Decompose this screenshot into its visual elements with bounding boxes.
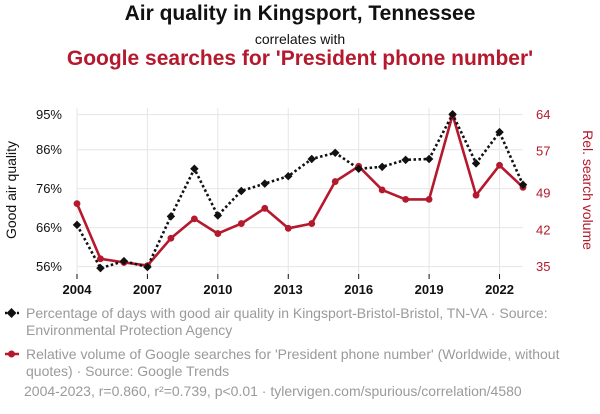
series-line-search-volume xyxy=(75,113,524,267)
legend-swatch-red-circle xyxy=(5,350,19,358)
y-axis-left-label: Good air quality xyxy=(3,141,19,239)
y-right-tick-label: 57 xyxy=(536,144,550,159)
point-search-volume xyxy=(73,200,81,208)
point-search-volume xyxy=(378,186,386,194)
point-air-quality xyxy=(377,162,387,172)
point-search-volume xyxy=(190,215,198,223)
y-left-tick-label: 56% xyxy=(36,259,62,274)
x-tick-label: 2010 xyxy=(203,282,232,297)
point-air-quality xyxy=(284,171,293,181)
series-points xyxy=(72,109,528,273)
point-air-quality xyxy=(190,164,199,174)
y-left-tick-label: 95% xyxy=(36,107,62,122)
dual-axis-line-chart: 2004 2007 2010 2013 2016 2019 2022 56% 66% 76% 86… xyxy=(3,107,596,297)
chart-subtitle: correlates with xyxy=(254,31,346,47)
x-tick-label: 2019 xyxy=(415,282,444,297)
y-left-tick-label: 86% xyxy=(36,142,62,157)
point-air-quality xyxy=(330,148,340,158)
legend-item-air-quality: Percentage of days with good air quality… xyxy=(4,305,586,339)
y-right-tick-label: 49 xyxy=(536,186,550,201)
y-axis-right-ticks: 35 42 49 57 64 xyxy=(536,107,550,274)
point-air-quality xyxy=(307,154,316,164)
point-search-volume xyxy=(496,161,503,169)
legend-label-air-quality: Percentage of days with good air quality… xyxy=(26,305,548,338)
point-search-volume xyxy=(402,196,410,203)
x-axis-ticks: 2004 2007 2010 2013 2016 2019 2022 xyxy=(63,274,514,297)
point-search-volume xyxy=(261,204,269,212)
point-air-quality xyxy=(96,263,105,273)
point-air-quality xyxy=(354,164,363,174)
point-air-quality xyxy=(260,179,270,188)
series-line-air-quality xyxy=(75,112,525,270)
point-air-quality xyxy=(143,262,152,272)
point-air-quality xyxy=(119,256,129,266)
y-left-tick-label: 76% xyxy=(36,181,62,196)
point-search-volume xyxy=(284,224,292,232)
x-tick-label: 2016 xyxy=(344,282,373,297)
point-search-volume xyxy=(97,255,104,263)
point-air-quality xyxy=(424,154,434,164)
x-tick-label: 2022 xyxy=(485,282,514,297)
point-air-quality xyxy=(237,186,246,196)
legend-label-search-volume: Relative volume of Google searches for '… xyxy=(26,346,560,379)
point-search-volume xyxy=(331,178,339,185)
point-search-volume xyxy=(237,220,245,227)
x-tick-label: 2004 xyxy=(63,282,93,297)
point-search-volume xyxy=(425,196,433,203)
y-axis-left-ticks: 56% 66% 76% 86% 95% xyxy=(36,107,62,274)
point-search-volume xyxy=(308,220,316,227)
legend-swatch-dotted-diamond xyxy=(5,308,19,318)
legend-item-search-volume: Relative volume of Google searches for '… xyxy=(4,346,586,380)
x-tick-label: 2007 xyxy=(133,282,162,297)
x-tick-label: 2013 xyxy=(274,282,303,297)
grid-lines xyxy=(76,108,523,274)
point-air-quality xyxy=(448,109,457,119)
series-lines xyxy=(75,112,525,270)
point-air-quality xyxy=(471,159,481,168)
point-air-quality xyxy=(166,212,176,221)
footer-stats: 2004-2023, r=0.860, r²=0.739, p<0.01 · t… xyxy=(24,383,522,399)
y-right-tick-label: 42 xyxy=(536,222,550,237)
chart-title: Air quality in Kingsport, Tennessee xyxy=(124,2,476,25)
point-search-volume xyxy=(472,191,480,199)
point-air-quality xyxy=(495,127,504,137)
y-right-tick-label: 64 xyxy=(536,107,550,122)
point-search-volume xyxy=(214,230,222,237)
chart-title-secondary: Google searches for 'President phone num… xyxy=(66,47,534,70)
point-air-quality xyxy=(401,155,410,165)
y-right-tick-label: 35 xyxy=(536,259,550,274)
y-axis-right-label: Rel. search volume xyxy=(580,130,596,250)
point-air-quality xyxy=(72,220,82,230)
y-left-tick-label: 66% xyxy=(36,220,62,235)
point-air-quality xyxy=(213,211,223,220)
point-search-volume xyxy=(167,234,175,242)
